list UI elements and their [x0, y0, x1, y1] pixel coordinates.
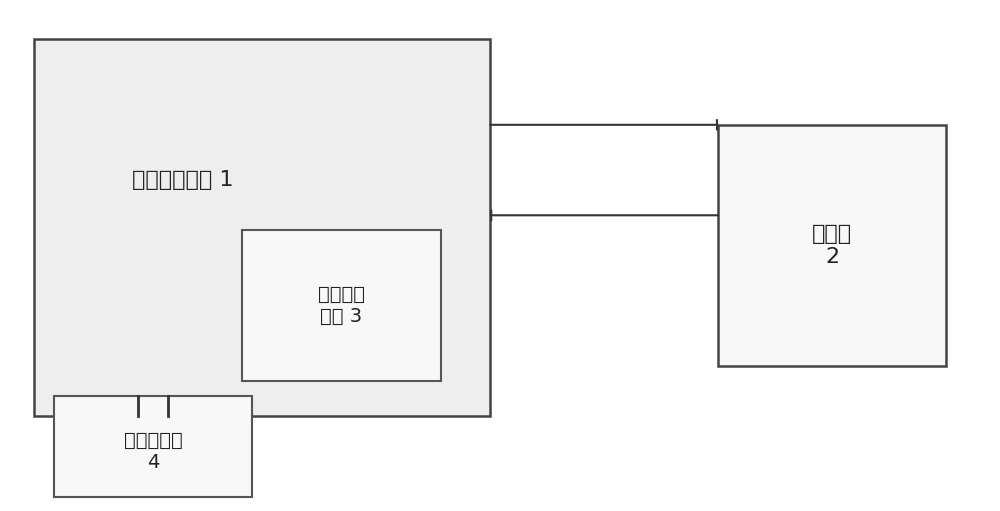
Text: 晶体振荡器
4: 晶体振荡器 4: [124, 431, 182, 472]
Text: 温度感测
单元 3: 温度感测 单元 3: [318, 285, 365, 326]
Text: 控制器
2: 控制器 2: [812, 224, 852, 267]
Bar: [34, 39, 490, 416]
Bar: [718, 125, 946, 366]
Text: 射频收发单元 1: 射频收发单元 1: [132, 170, 233, 190]
Bar: [242, 230, 440, 381]
Bar: [54, 396, 252, 497]
